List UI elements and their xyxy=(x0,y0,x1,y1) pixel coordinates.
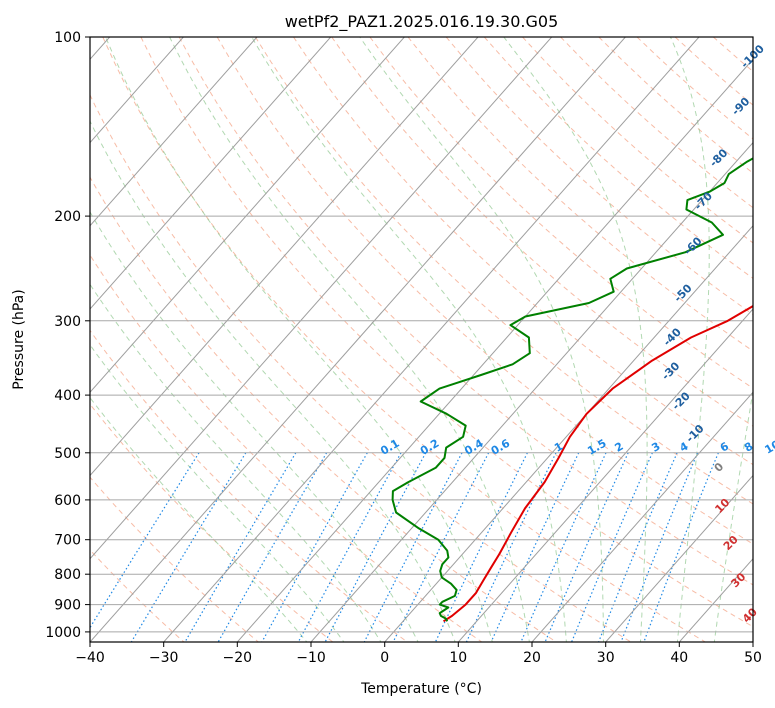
x-tick-label: 30 xyxy=(597,650,615,666)
dry-adiabat-line xyxy=(140,37,753,628)
dewpoint-line xyxy=(391,157,753,622)
x-tick-label: −20 xyxy=(223,650,253,666)
mixing-ratio-line xyxy=(324,452,427,642)
moist-adiabat-line xyxy=(90,210,419,642)
isotherm-line xyxy=(457,308,753,642)
x-tick-label: 20 xyxy=(523,650,541,666)
moist-adiabat-line xyxy=(359,37,604,642)
axis-ticks: −40 −30 −20 −10 0 10 20 30 40 50 100 200 300 400 500 60… xyxy=(45,30,762,666)
moist-adiabat-line xyxy=(670,37,710,642)
dry-adiabat-line xyxy=(102,37,707,642)
y-tick-label: 600 xyxy=(54,493,81,509)
x-tick-label: 40 xyxy=(670,650,688,666)
moist-adiabat-line xyxy=(713,388,753,642)
dry-adiabat-line xyxy=(90,176,558,642)
dry-adiabat-line xyxy=(254,37,753,505)
x-axis-title: Temperature (°C) xyxy=(360,681,482,697)
isotherm-line xyxy=(236,58,753,642)
isotherm-line xyxy=(90,37,332,310)
isotherm-line xyxy=(384,225,753,642)
moist-adiabat-line xyxy=(90,283,382,642)
y-tick-label: 800 xyxy=(54,567,81,583)
plot-frame xyxy=(89,36,754,643)
mixing-ratio-line xyxy=(620,452,699,642)
x-tick-label: 50 xyxy=(744,650,762,666)
moist-adiabat-line xyxy=(503,37,648,642)
isotherm-line xyxy=(90,37,553,560)
isotherm-line xyxy=(90,37,479,477)
dry-adiabat-line xyxy=(178,37,753,586)
y-tick-label: 700 xyxy=(54,533,81,549)
dry-adiabat-line xyxy=(331,37,753,427)
dry-adiabat-line xyxy=(90,93,632,642)
mixing-ratio-line xyxy=(643,452,719,642)
isotherm-line xyxy=(90,37,406,394)
dry-adiabat-line xyxy=(216,37,753,545)
dry-adiabat-line xyxy=(90,254,483,642)
moist-adiabat-line xyxy=(169,37,530,642)
y-tick-label: 400 xyxy=(54,388,81,404)
moist-adiabat-line xyxy=(90,120,456,642)
mixing-ratio-line xyxy=(363,452,463,642)
x-tick-label: −10 xyxy=(296,650,326,666)
isotherm-line xyxy=(163,37,700,642)
isotherm-line xyxy=(90,37,627,642)
mixing-ratio-line xyxy=(130,452,247,642)
y-axis-title: Pressure (hPa) xyxy=(11,289,27,389)
isotherm-line xyxy=(605,474,753,642)
chart-title: wetPf2_PAZ1.2025.016.19.30.G05 xyxy=(285,12,559,32)
mixing-ratio-line xyxy=(520,452,607,642)
x-tick-label: 10 xyxy=(449,650,467,666)
mixing-ratio-line xyxy=(297,452,402,642)
mixing-ratio-line xyxy=(261,452,368,642)
x-tick-label: −40 xyxy=(75,650,105,666)
isotherm-line xyxy=(531,391,753,642)
dry-adiabat-line xyxy=(407,37,753,352)
isotherm-line xyxy=(90,37,258,227)
x-tick-label: −30 xyxy=(149,650,179,666)
y-tick-label: 100 xyxy=(54,30,81,46)
data-series xyxy=(391,157,753,623)
y-tick-label: 500 xyxy=(54,446,81,462)
mixing-ratio-line xyxy=(434,452,528,642)
isotherm-line xyxy=(310,141,753,642)
y-tick-label: 200 xyxy=(54,209,81,225)
isotherm-line xyxy=(90,37,185,144)
temperature-line xyxy=(442,304,753,623)
moist-adiabat-line xyxy=(251,37,567,642)
dry-adiabat-line xyxy=(293,37,753,466)
x-tick-label: 0 xyxy=(380,650,389,666)
dry-adiabat-line xyxy=(369,37,753,389)
y-tick-label: 300 xyxy=(54,314,81,330)
background-lines xyxy=(90,37,753,642)
dry-adiabat-line xyxy=(90,403,334,642)
y-tick-label: 1000 xyxy=(45,625,81,641)
y-tick-label: 900 xyxy=(54,598,81,614)
